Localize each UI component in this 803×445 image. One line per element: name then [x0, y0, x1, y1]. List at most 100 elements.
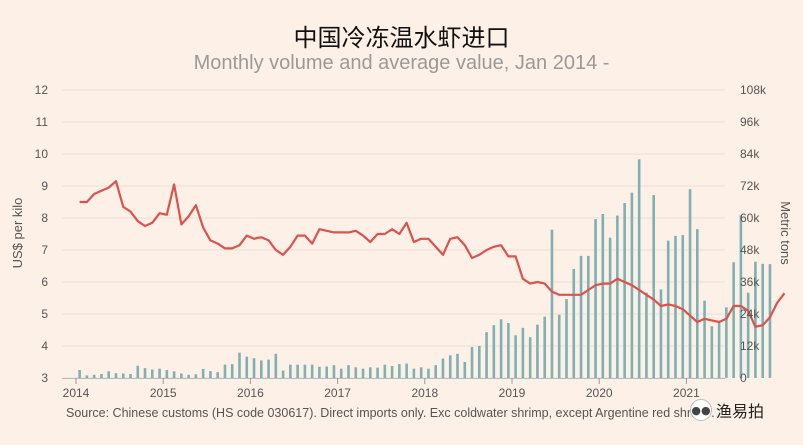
volume-bar [361, 368, 365, 378]
volume-bar [754, 261, 757, 378]
volume-bar [318, 366, 321, 378]
volume-bar [645, 292, 648, 378]
volume-bar [666, 240, 670, 378]
y-left-tick-label: 11 [36, 115, 49, 129]
volume-bar [659, 289, 663, 378]
volume-bar [441, 358, 445, 378]
volume-bar [463, 362, 467, 378]
volume-bar [587, 255, 590, 378]
volume-bar [434, 365, 437, 378]
volume-bar [339, 368, 343, 378]
volume-bar [514, 335, 517, 378]
chart-subtitle: Monthly volume and average value, Jan 20… [193, 52, 610, 74]
volume-bar [427, 368, 430, 378]
volume-bar [412, 368, 416, 378]
volume-bar [725, 307, 728, 378]
volume-bar [739, 215, 743, 378]
volume-bar [230, 364, 234, 378]
volume-bar [579, 255, 583, 378]
y-left-tick-label: 12 [35, 83, 49, 97]
volume-bar [557, 314, 561, 378]
volume-bar [521, 327, 525, 378]
volume-bar [165, 370, 169, 378]
volume-bar [281, 370, 285, 378]
volume-bar [267, 359, 270, 378]
volume-bar [158, 368, 161, 378]
wechat-bubble-icon: ●● [690, 399, 712, 421]
volume-bar [652, 195, 655, 378]
volume-bar [710, 326, 714, 378]
y-left-tick-label: 5 [41, 307, 48, 321]
x-tick-label: 2014 [63, 386, 90, 400]
volume-bar [717, 321, 721, 378]
y-right-tick-label: 84k [740, 147, 760, 161]
volume-bar [136, 365, 140, 378]
y-left-tick-label: 3 [41, 371, 48, 385]
x-tick-label: 2018 [411, 386, 438, 400]
volume-bar [92, 374, 96, 378]
volume-bar [310, 364, 314, 378]
x-tick-label: 2019 [499, 386, 526, 400]
volume-bar [187, 374, 190, 378]
volume-bar [688, 189, 692, 378]
volume-bar [478, 346, 481, 378]
volume-bar [637, 159, 641, 378]
x-tick-label: 2020 [586, 386, 613, 400]
volume-bar [565, 299, 568, 378]
volume-bar [114, 373, 118, 378]
y-right-tick-label: 72k [740, 179, 760, 193]
y-axis-right: 0 12k 24k 36k 48k 60k 72k 84k 96k 108k [740, 83, 767, 385]
x-axis: 2014 2015 2016 2017 2018 2019 2020 2021 [62, 378, 725, 400]
y-left-tick-label: 10 [35, 147, 49, 161]
volume-bar [151, 369, 154, 378]
volume-bar [332, 365, 336, 378]
y-left-tick-label: 9 [41, 179, 48, 193]
volume-bar [194, 374, 198, 378]
volume-bar [369, 367, 372, 378]
y-right-tick-label: 96k [740, 115, 760, 129]
y-right-tick-label: 12k [740, 339, 760, 353]
volume-bar [383, 364, 387, 378]
volume-bar [594, 219, 597, 378]
x-tick-label: 2016 [237, 386, 264, 400]
volume-bar [289, 364, 292, 378]
y-axis-left: 3 4 5 6 7 8 9 10 11 12 [35, 83, 49, 385]
volume-bar [245, 356, 249, 378]
x-tick-label: 2015 [150, 386, 177, 400]
volume-bar [238, 352, 241, 378]
volume-bar [448, 355, 452, 378]
volume-bar [536, 324, 539, 378]
chart-title: 中国冷冻温水虾进口 [293, 24, 510, 52]
volume-bar [601, 214, 605, 378]
volume-bar [260, 360, 263, 378]
source-note: Source: Chinese customs (HS code 030617)… [66, 406, 715, 420]
volume-bar [572, 268, 576, 378]
watermark-text: 渔易拍 [716, 402, 765, 421]
volume-bar [616, 215, 619, 378]
volume-bar [398, 364, 401, 378]
volume-bar [492, 325, 496, 378]
volume-bar [608, 237, 612, 378]
volume-bar [180, 373, 183, 378]
y-right-tick-label: 36k [740, 275, 760, 289]
y-right-tick-label: 24k [740, 307, 760, 321]
y-right-tick-label: 60k [740, 211, 760, 225]
volume-bar [143, 368, 147, 378]
volume-bar [681, 235, 685, 378]
y-left-tick-label: 7 [41, 243, 48, 257]
y-left-tick-label: 4 [41, 339, 48, 353]
volume-bar [209, 371, 212, 378]
volume-bar [274, 353, 278, 378]
volume-bar [376, 367, 379, 378]
volume-bar [201, 368, 205, 378]
y-right-tick-label: 0 [740, 371, 747, 385]
volume-bar [623, 203, 626, 378]
volume-bar [223, 364, 227, 378]
volume-bar [107, 371, 110, 378]
volume-bar [347, 365, 350, 378]
y-axis-right-label: Metric tons [778, 201, 793, 265]
volume-bar [746, 292, 750, 378]
volume-bar [696, 229, 699, 378]
volume-bar [419, 367, 423, 378]
